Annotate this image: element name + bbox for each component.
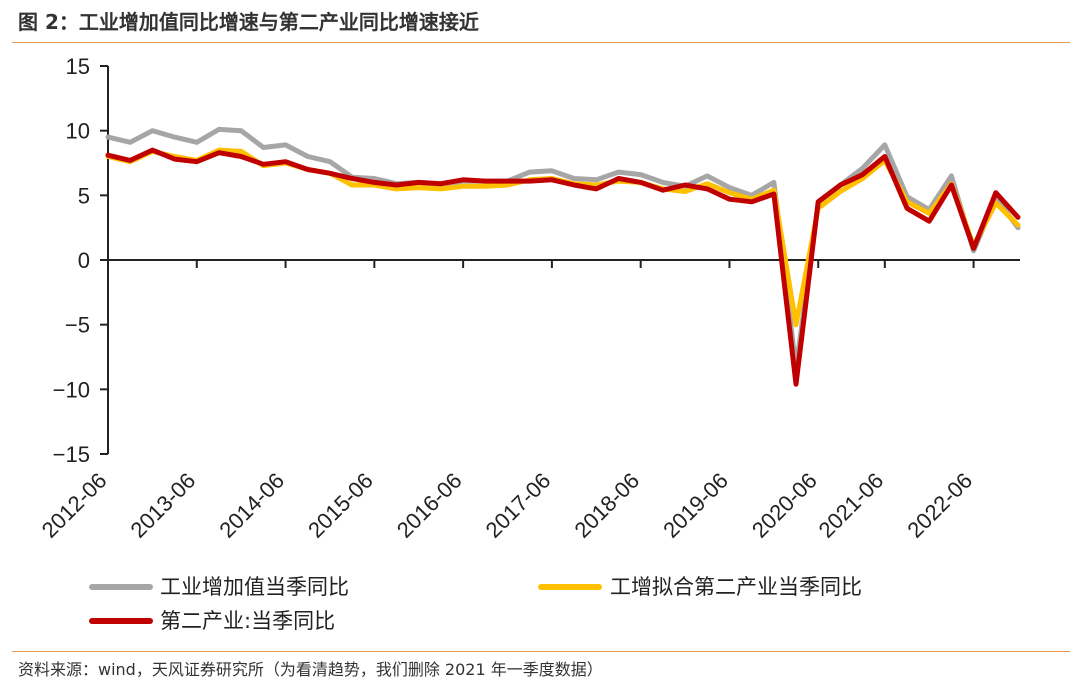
legend-label-industrial-va: 工业增加值当季同比 (160, 575, 349, 599)
x-tick-label: 2020-06 (747, 468, 822, 543)
x-tick-label: 2019-06 (658, 468, 733, 543)
y-tick-label: −5 (65, 313, 90, 338)
y-tick-label: −10 (53, 377, 90, 402)
series-line-secondary-industry (105, 147, 1021, 387)
footer-divider (12, 651, 1070, 652)
y-tick-label: 15 (66, 54, 90, 79)
x-tick-label: 2013-06 (126, 468, 201, 543)
legend-label-fitted-secondary: 工增拟合第二产业当季同比 (610, 575, 862, 599)
y-tick-label: −15 (53, 442, 90, 467)
y-tick-label: 0 (78, 248, 90, 273)
x-tick-label: 2022-06 (902, 468, 977, 543)
x-tick-label: 2017-06 (481, 468, 556, 543)
series-line-industrial-va (105, 126, 1021, 372)
x-tick-label: 2018-06 (569, 468, 644, 543)
source-note: 资料来源：wind，天风证券研究所（为看清趋势，我们删除 2021 年一季度数据… (18, 660, 603, 679)
chart-title: 图 2：工业增加值同比增速与第二产业同比增速接近 (18, 10, 479, 34)
legend-label-secondary-industry: 第二产业:当季同比 (160, 609, 335, 633)
x-tick-label: 2014-06 (214, 468, 289, 543)
x-tick-label: 2015-06 (303, 468, 378, 543)
y-tick-label: 10 (66, 119, 90, 144)
x-tick-label: 2016-06 (392, 468, 467, 543)
header-divider (12, 42, 1070, 43)
x-tick-label: 2012-06 (37, 468, 112, 543)
y-tick-label: 5 (78, 183, 90, 208)
x-tick-label: 2021-06 (814, 468, 889, 543)
